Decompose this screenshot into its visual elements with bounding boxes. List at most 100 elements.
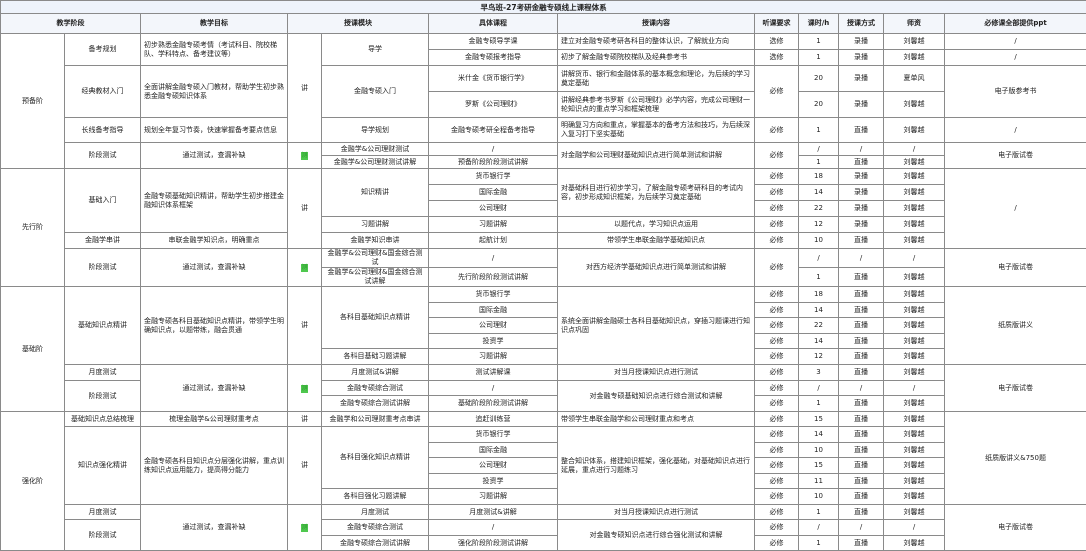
table-cell: 各科目强化习题讲解: [322, 489, 429, 505]
table-cell: 刘馨越: [884, 396, 945, 412]
table-cell: /: [839, 249, 884, 268]
table-cell: 先行阶段阶段测试讲解: [429, 268, 558, 287]
table-cell: 1: [799, 34, 839, 50]
table-row: 强化阶基础知识点总结梳理梳理金融学&公司理财重考点讲金融学和公司理财重考点串讲追…: [1, 412, 1086, 427]
table-cell: 必修: [755, 287, 799, 303]
table-cell: 刘馨越: [884, 349, 945, 365]
table-cell: 阶段测试: [65, 381, 141, 412]
table-cell: 系统全面讲解金融硕士各科目基础知识点，穿插习题课进行知识点巩固: [558, 287, 755, 365]
table-cell: 投资学: [429, 334, 558, 349]
table-cell: 刘馨越: [884, 318, 945, 334]
table-cell: 必修: [755, 365, 799, 381]
table-cell: 先行阶: [1, 169, 65, 287]
table-cell: 强化阶: [1, 412, 65, 551]
table-cell: 习题讲解: [429, 489, 558, 505]
table-cell: /: [799, 249, 839, 268]
table-cell: 录播: [839, 50, 884, 66]
table-cell: 14: [799, 334, 839, 349]
table-cell: 金融专硕各科目知识点分层强化讲解，重点训练知识点运用能力，提高得分能力: [141, 427, 288, 505]
table-cell: 刘馨越: [884, 268, 945, 287]
table-cell: 国际金融: [429, 303, 558, 318]
table-cell: 金融专硕综合测试讲解: [322, 536, 429, 551]
table-cell: 必修: [755, 233, 799, 249]
table-cell: 习题讲解: [322, 217, 429, 233]
table-cell: 电子版参考书: [945, 66, 1086, 118]
table-cell: 金融学和公司理财重考点串讲: [322, 412, 429, 427]
table-cell: 直播: [839, 474, 884, 489]
table-cell: /: [884, 249, 945, 268]
table-cell: /: [429, 520, 558, 536]
table-cell: 直播: [839, 443, 884, 458]
table-cell: 对当月授课知识点进行测试: [558, 505, 755, 520]
test-badge: 测: [301, 385, 308, 393]
table-cell: 导学规划: [322, 118, 429, 143]
column-header: 具体课程: [429, 14, 558, 34]
table-cell: 12: [799, 349, 839, 365]
table-cell: 刘馨越: [884, 34, 945, 50]
table-cell: 刘馨越: [884, 201, 945, 217]
table-row: 知识点强化精讲金融专硕各科目知识点分层强化讲解，重点训练知识点运用能力，提高得分…: [1, 427, 1086, 443]
table-cell: 货币银行学: [429, 169, 558, 185]
table-cell: 11: [799, 474, 839, 489]
table-cell: 刘馨越: [884, 118, 945, 143]
table-cell: 刘馨越: [884, 287, 945, 303]
table-row: 阶段测试通过测试，查漏补缺测金融学&公司理财&国金综合测试/对西方经济学基础知识…: [1, 249, 1086, 268]
table-cell: 带领学生串联金融学基础知识点: [558, 233, 755, 249]
table-cell: 直播: [839, 505, 884, 520]
table-cell: 刘馨越: [884, 365, 945, 381]
table-cell: 刘馨越: [884, 92, 945, 118]
table-cell: 选修: [755, 50, 799, 66]
table-cell: /: [429, 143, 558, 156]
table-cell: 15: [799, 458, 839, 474]
table-cell: 3: [799, 365, 839, 381]
table-cell: 金融学&公司理财&国金综合测试: [322, 249, 429, 268]
table-cell: 录播: [839, 34, 884, 50]
table-row: 长线备考指导规划全年复习节奏，快速掌握备考要点信息导学规划金融专硕考研全程备考指…: [1, 118, 1086, 143]
table-cell: 以题代点，学习知识点运用: [558, 217, 755, 233]
table-cell: 电子版试卷: [945, 249, 1086, 287]
table-cell: 必修: [755, 118, 799, 143]
table-cell: /: [839, 520, 884, 536]
table-cell: 通过测试，查漏补缺: [141, 365, 288, 412]
table-cell: 电子版试卷: [945, 365, 1086, 412]
table-cell: 录播: [839, 217, 884, 233]
table-cell: 串联金融学知识点，明确重点: [141, 233, 288, 249]
table-cell: 金融专硕导学课: [429, 34, 558, 50]
table-row: 月度测试通过测试，查漏补缺测月度测试&讲解测试讲解课对当月授课知识点进行测试必修…: [1, 365, 1086, 381]
table-cell: 知识精讲: [322, 169, 429, 217]
table-cell: 纸质版讲义&750题: [945, 412, 1086, 505]
title-row: 早鸟班-27考研金融专硕线上课程体系: [1, 1, 1086, 14]
table-cell: 各科目基础知识点精讲: [322, 287, 429, 349]
table-cell: 录播: [839, 92, 884, 118]
table-cell: 带领学生串联金融学和公司理财重点和考点: [558, 412, 755, 427]
test-badge-cell: 测: [288, 143, 322, 169]
table-cell: 起航计划: [429, 233, 558, 249]
table-cell: 必修: [755, 217, 799, 233]
table-cell: 月度测试: [65, 365, 141, 381]
table-cell: 必修: [755, 505, 799, 520]
table-cell: 22: [799, 201, 839, 217]
table-cell: 必修: [755, 474, 799, 489]
table-cell: 米什金《货币银行学》: [429, 66, 558, 92]
table-cell: 夏单风: [884, 66, 945, 92]
table-title: 早鸟班-27考研金融专硕线上课程体系: [1, 1, 1086, 14]
table-cell: 直播: [839, 118, 884, 143]
column-header: 必修课全部提供ppt: [945, 14, 1086, 34]
table-cell: /: [429, 249, 558, 268]
table-cell: /: [884, 143, 945, 156]
table-cell: 货币银行学: [429, 427, 558, 443]
test-badge-cell: 测: [288, 365, 322, 412]
table-cell: 必修: [755, 427, 799, 443]
table-cell: 直播: [839, 427, 884, 443]
table-cell: 1: [799, 536, 839, 551]
table-cell: 对当月授课知识点进行测试: [558, 365, 755, 381]
table-cell: 金融专硕报考指导: [429, 50, 558, 66]
table-cell: 备考规划: [65, 34, 141, 66]
table-cell: 初步了解金融专硕院校梯队及经典参考书: [558, 50, 755, 66]
table-cell: 追赶训练营: [429, 412, 558, 427]
table-cell: 金融专硕综合测试: [322, 381, 429, 396]
table-cell: 录播: [839, 201, 884, 217]
table-cell: 必修: [755, 201, 799, 217]
table-cell: 直播: [839, 412, 884, 427]
